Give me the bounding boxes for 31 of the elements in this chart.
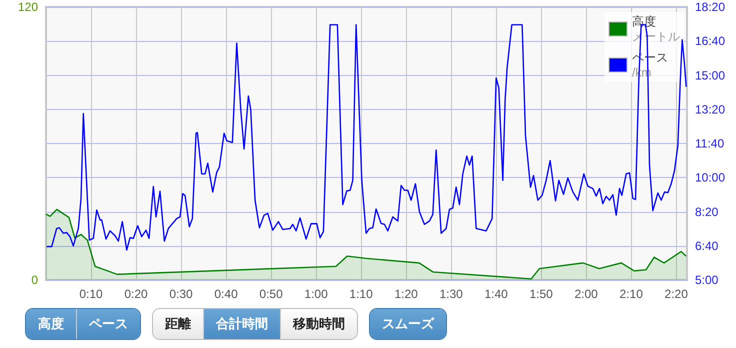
x-tick-label: 1:10	[349, 287, 374, 301]
text: 移動時間	[280, 309, 357, 339]
y2-tick-label: 8:20	[695, 204, 719, 219]
text: 距離	[153, 309, 203, 339]
text: 合計時間	[203, 309, 280, 339]
y2-tick-label: 5:00	[695, 273, 719, 287]
text: ペース	[76, 309, 140, 339]
y2-tick-label: 15:00	[695, 68, 726, 82]
x-tick-label: 1:50	[529, 287, 554, 301]
y2-tick-label: 18:20	[695, 0, 726, 14]
y-tick-label: 0	[31, 273, 38, 287]
x-tick-label: 2:20	[664, 287, 688, 301]
y2-tick-label: 11:40	[695, 136, 724, 150]
x-tick-label: 0:20	[124, 287, 148, 301]
y2-tick-label: 16:40	[695, 34, 726, 48]
x-tick-label: 1:00	[304, 287, 328, 301]
x-tick-label: 1:40	[484, 287, 508, 301]
text: スムーズ	[370, 309, 446, 339]
y2-tick-label: 10:00	[695, 170, 726, 185]
x-tick-label: 0:50	[259, 287, 284, 301]
y2-tick-label: 6:40	[695, 238, 719, 253]
x-tick-label: 0:40	[214, 287, 238, 301]
x-tick-label: 2:10	[620, 287, 644, 301]
text: 高度	[26, 309, 76, 339]
y-tick-label: 120	[18, 0, 38, 14]
x-tick-label: 1:30	[439, 287, 464, 301]
x-tick-label: 0:10	[79, 287, 104, 301]
y2-tick-label: 13:20	[695, 102, 726, 116]
x-tick-label: 2:00	[574, 287, 598, 301]
x-tick-label: 0:30	[169, 287, 194, 301]
x-tick-label: 1:20	[394, 287, 418, 301]
